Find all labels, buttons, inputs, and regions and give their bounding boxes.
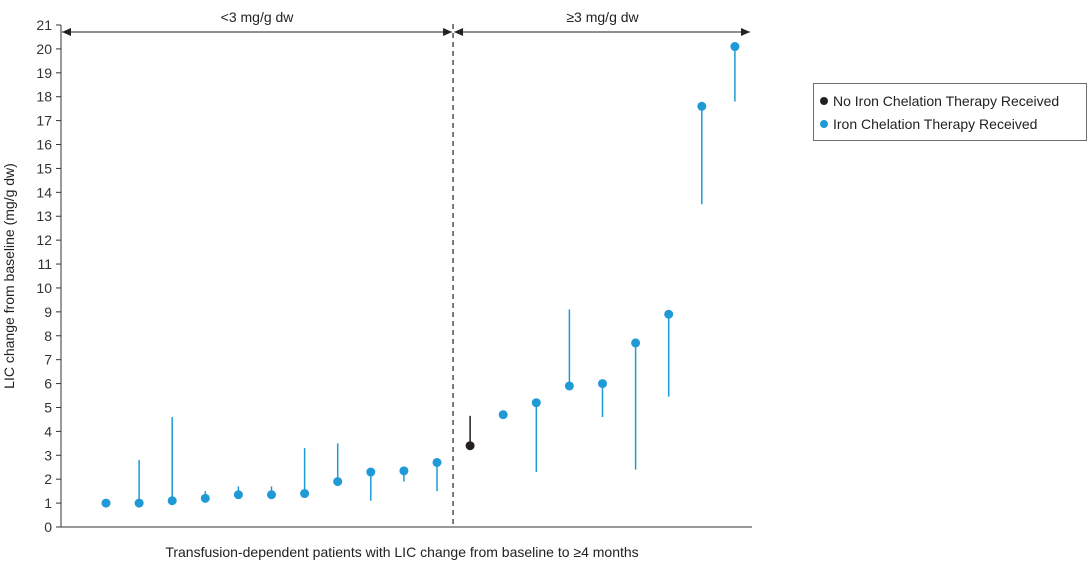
- data-point: [531, 398, 541, 408]
- region-arrows: [62, 28, 750, 36]
- data-point: [697, 101, 707, 111]
- y-tick-label: 21: [36, 17, 52, 33]
- data-point: [598, 379, 607, 389]
- data-point: [233, 490, 243, 500]
- data-point: [267, 490, 276, 500]
- y-tick-label: 15: [36, 160, 52, 176]
- y-tick-label: 2: [44, 471, 52, 487]
- legend-label-chelation: Iron Chelation Therapy Received: [833, 116, 1038, 132]
- data-point: [300, 489, 310, 499]
- y-tick-label: 18: [36, 89, 52, 105]
- region-arrow-high-head-left: [454, 28, 464, 36]
- data-point: [432, 457, 442, 467]
- y-tick-label: 6: [44, 376, 52, 392]
- y-tick-label: 1: [44, 495, 52, 511]
- y-tick-label: 4: [44, 423, 52, 439]
- y-axis-title: LIC change from baseline (mg/g dw): [1, 163, 17, 389]
- y-tick-label: 13: [36, 208, 52, 224]
- y-tick-label: 3: [44, 447, 52, 463]
- data-point: [730, 42, 740, 52]
- legend-item-no-chelation: No Iron Chelation Therapy Received: [820, 91, 1059, 111]
- region-label-high: ≥3 mg/g dw: [566, 9, 639, 25]
- region-arrow-low-head-right: [443, 28, 453, 36]
- region-arrow-high-head-right: [741, 28, 750, 36]
- data-point: [167, 496, 177, 506]
- data-point: [664, 309, 674, 319]
- y-tick-label: 14: [36, 184, 52, 200]
- x-axis-title: Transfusion-dependent patients with LIC …: [165, 544, 638, 560]
- data-point: [101, 498, 111, 508]
- data-marks: [101, 42, 740, 508]
- legend-marker-no-chelation: [820, 97, 828, 105]
- y-tick-label: 16: [36, 137, 52, 153]
- y-tick-label: 19: [36, 65, 52, 81]
- data-point: [465, 441, 475, 451]
- data-point: [498, 410, 508, 420]
- data-point: [333, 477, 343, 487]
- region-arrow-low-head-left: [62, 28, 71, 36]
- data-point: [399, 466, 409, 476]
- legend-label-no-chelation: No Iron Chelation Therapy Received: [833, 93, 1060, 109]
- legend: No Iron Chelation Therapy Received Iron …: [813, 83, 1087, 141]
- data-point: [200, 493, 210, 503]
- legend-marker-chelation: [820, 120, 828, 128]
- y-tick-label: 5: [44, 399, 52, 415]
- data-point: [564, 381, 574, 391]
- y-tick-label: 12: [36, 232, 52, 248]
- y-tick-label: 7: [44, 352, 52, 368]
- region-label-low: <3 mg/g dw: [221, 9, 295, 25]
- data-point: [134, 498, 144, 508]
- y-tick-label: 11: [37, 256, 52, 272]
- y-tick-label: 20: [36, 41, 52, 57]
- y-tick-label: 9: [44, 304, 52, 320]
- data-point: [366, 467, 376, 477]
- y-tick-label: 8: [44, 328, 52, 344]
- y-tick-label: 17: [36, 113, 52, 129]
- y-tick-label: 0: [44, 519, 52, 535]
- data-point: [631, 338, 641, 348]
- legend-item-chelation: Iron Chelation Therapy Received: [820, 114, 1037, 134]
- y-tick-label: 10: [36, 280, 52, 296]
